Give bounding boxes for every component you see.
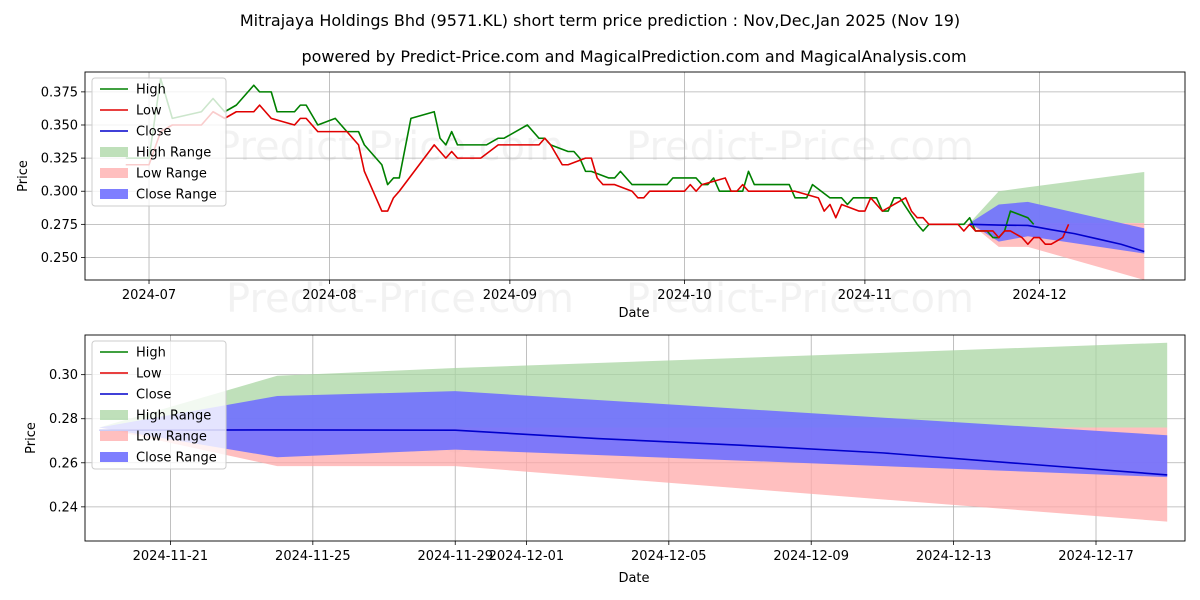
watermark-text: Predict-Price.com [626,276,974,322]
x-tick-label: 2024-07 [122,288,176,303]
close-line [969,223,1145,253]
x-tick-label: 2024-11-25 [275,549,351,564]
plot-area [99,342,1168,522]
legend-label-high-range: High Range [136,146,211,161]
y-axis-label: Price [16,160,31,192]
y-tick-label: 0.28 [49,412,78,427]
legend-swatch-low-range [100,431,128,441]
close-range-band [99,391,1168,478]
history-panel: Predict-Price.com Predict-Price.com Predic… [16,71,1186,322]
y-tick-label: 0.250 [41,251,78,266]
x-tick-label: 2024-10 [657,288,711,303]
y-tick-label: 0.325 [41,152,78,167]
legend-label-low-range: Low Range [136,430,207,445]
axes-frame [84,71,1186,281]
y-tick-label: 0.375 [41,85,78,100]
legend-label-high-range: High Range [136,409,211,424]
x-axis-label: Date [618,306,649,321]
legend-label-low: Low [136,104,162,119]
watermark: Predict-Price.com Predict-Price.com Predic… [216,124,974,322]
x-tick-label: 2024-11-29 [417,549,493,564]
x-axis-label: Date [618,571,649,586]
legend-label-close: Close [136,125,171,140]
plot-area [125,77,1145,280]
legend-label-high: High [136,346,166,361]
y-tick-label: 0.300 [41,185,78,200]
x-tick-label: 2024-12 [1012,288,1066,303]
low-line [125,104,1070,246]
legend-swatch-high-range [100,410,128,420]
y-tick-label: 0.350 [41,118,78,133]
x-tick-label: 2024-11-21 [133,549,209,564]
y-tick-label: 0.275 [41,218,78,233]
close-line [99,429,1168,476]
legend-swatch-close-range [100,189,128,199]
legend-swatch-low-range [100,168,128,178]
axes-frame [84,334,1186,542]
watermark-text: Predict-Price.com [226,276,574,322]
legend-swatch-close-range [100,452,128,462]
legend: High Low Close High Range Low Range Close Ran… [91,77,227,207]
legend-swatch-high-range [100,147,128,157]
y-tick-label: 0.24 [49,500,78,515]
x-tick-label: 2024-12-13 [916,549,992,564]
x-tick-label: 2024-08 [302,288,356,303]
close-range-band [969,201,1145,254]
x-tick-label: 2024-12-09 [773,549,849,564]
y-axis-label: Price [24,422,39,454]
y-tick-label: 0.30 [49,368,78,383]
x-tick-label: 2024-12-01 [489,549,565,564]
x-tick-label: 2024-12-17 [1058,549,1134,564]
forecast-panel: Predict-Price.comPredict-Price.com2024-1… [24,334,1186,586]
legend: High Low Close High Range Low Range Close Ran… [91,340,227,470]
watermark-text: Predict-Price.com [626,124,974,170]
chart-title: Mitrajaya Holdings Bhd (9571.KL) short t… [240,11,960,30]
legend-label-close: Close [136,388,171,403]
legend-label-close-range: Close Range [136,188,217,203]
legend-label-high: High [136,83,166,98]
high-line [125,77,1035,239]
legend-label-close-range: Close Range [136,451,217,466]
y-tick-label: 0.26 [49,456,78,471]
x-tick-label: 2024-11 [838,288,892,303]
chart-subtitle: powered by Predict-Price.com and Magical… [301,47,966,66]
legend-label-low: Low [136,367,162,382]
x-tick-label: 2024-09 [483,288,537,303]
legend-label-low-range: Low Range [136,167,207,182]
x-tick-label: 2024-12-05 [631,549,707,564]
watermark-text: Predict-Price.com [216,124,564,170]
